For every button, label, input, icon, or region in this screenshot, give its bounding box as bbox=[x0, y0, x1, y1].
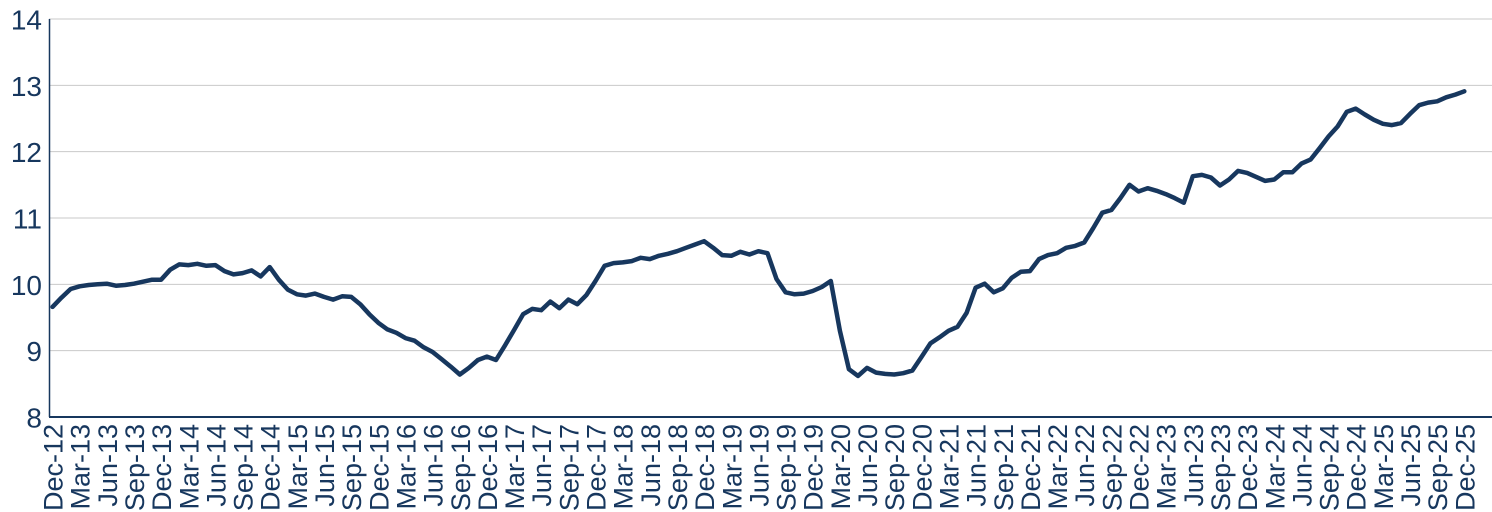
x-tick-label: Jun-18 bbox=[636, 424, 666, 507]
x-tick-label: Mar-24 bbox=[1260, 424, 1290, 510]
x-tick-label: Dec-21 bbox=[1016, 424, 1046, 511]
x-tick-label: Dec-18 bbox=[690, 424, 720, 511]
x-tick-label: Dec-22 bbox=[1125, 424, 1155, 511]
x-tick-label: Sep-17 bbox=[554, 424, 584, 511]
x-tick-label: Mar-14 bbox=[174, 424, 204, 510]
x-tick-label: Mar-16 bbox=[392, 424, 422, 510]
x-tick-label: Mar-22 bbox=[1043, 424, 1073, 510]
y-tick-label: 9 bbox=[26, 336, 42, 367]
x-tick-label: Sep-24 bbox=[1315, 424, 1345, 511]
y-tick-label: 12 bbox=[11, 137, 42, 168]
x-tick-label: Sep-22 bbox=[1097, 424, 1127, 511]
x-tick-label: Mar-23 bbox=[1152, 424, 1182, 510]
x-tick-label: Jun-22 bbox=[1070, 424, 1100, 507]
x-tick-label: Sep-25 bbox=[1423, 424, 1453, 511]
x-tick-label: Dec-17 bbox=[582, 424, 612, 511]
x-tick-label: Mar-17 bbox=[500, 424, 530, 510]
x-tick-label: Jun-16 bbox=[419, 424, 449, 507]
x-tick-label: Sep-19 bbox=[772, 424, 802, 511]
x-tick-label: Mar-13 bbox=[66, 424, 96, 510]
data-series-line bbox=[50, 89, 1467, 379]
x-tick-label: Sep-21 bbox=[989, 424, 1019, 511]
x-tick-label: Jun-14 bbox=[201, 424, 231, 507]
x-tick-label: Dec-15 bbox=[364, 424, 394, 511]
x-tick-label: Jun-24 bbox=[1287, 424, 1317, 507]
x-tick-label: Dec-19 bbox=[799, 424, 829, 511]
x-tick-label: Jun-17 bbox=[527, 424, 557, 507]
x-tick-label: Dec-14 bbox=[256, 424, 286, 511]
x-tick-label: Dec-25 bbox=[1450, 424, 1480, 511]
x-tick-label: Dec-24 bbox=[1342, 424, 1372, 511]
x-tick-label: Jun-13 bbox=[93, 424, 123, 507]
x-tick-label: Mar-15 bbox=[283, 424, 313, 510]
x-tick-label: Jun-20 bbox=[853, 424, 883, 507]
y-tick-label: 14 bbox=[11, 5, 42, 36]
x-tick-label: Sep-13 bbox=[120, 424, 150, 511]
x-tick-label: Dec-16 bbox=[473, 424, 503, 511]
x-tick-label: Mar-20 bbox=[826, 424, 856, 510]
x-tick-label: Sep-14 bbox=[229, 424, 259, 511]
x-tick-label: Jun-15 bbox=[310, 424, 340, 507]
x-tick-label: Mar-21 bbox=[935, 424, 965, 510]
x-tick-label: Dec-12 bbox=[39, 424, 69, 511]
x-tick-label: Dec-23 bbox=[1233, 424, 1263, 511]
y-tick-label: 10 bbox=[11, 270, 42, 301]
x-tick-label: Jun-19 bbox=[744, 424, 774, 507]
x-tick-label: Mar-25 bbox=[1369, 424, 1399, 510]
x-tick-label: Mar-18 bbox=[609, 424, 639, 510]
y-tick-label: 8 bbox=[26, 403, 42, 434]
x-tick-label: Jun-21 bbox=[962, 424, 992, 507]
x-tick-label: Jun-25 bbox=[1396, 424, 1426, 507]
x-tick-label: Jun-23 bbox=[1179, 424, 1209, 507]
x-tick-label: Dec-13 bbox=[147, 424, 177, 511]
x-tick-label: Sep-23 bbox=[1206, 424, 1236, 511]
x-tick-label: Sep-18 bbox=[663, 424, 693, 511]
x-tick-label: Sep-15 bbox=[337, 424, 367, 511]
y-tick-label: 11 bbox=[13, 204, 42, 235]
x-tick-label: Sep-20 bbox=[880, 424, 910, 511]
x-tick-label: Mar-19 bbox=[717, 424, 747, 510]
x-tick-label: Dec-20 bbox=[907, 424, 937, 511]
y-tick-label: 13 bbox=[11, 71, 42, 102]
x-tick-label: Sep-16 bbox=[446, 424, 476, 511]
